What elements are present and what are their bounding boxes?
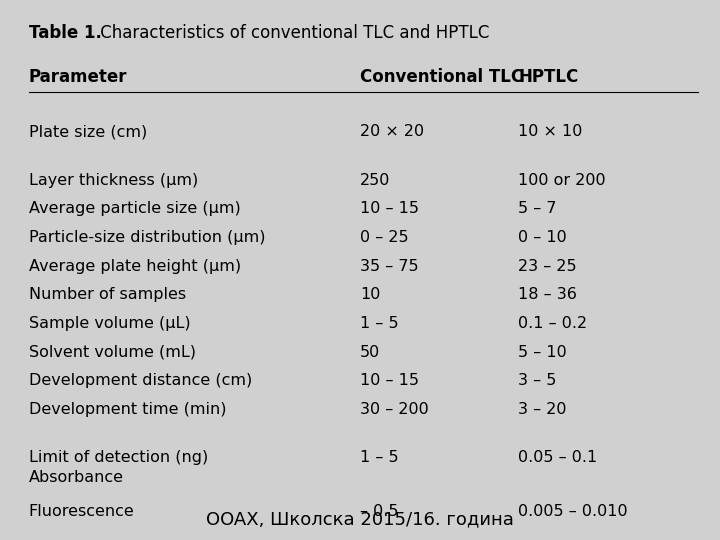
Text: Particle-size distribution (μm): Particle-size distribution (μm) (29, 230, 265, 245)
Text: 5 – 10: 5 – 10 (518, 345, 567, 360)
Text: 0 – 10: 0 – 10 (518, 230, 567, 245)
Text: Average particle size (μm): Average particle size (μm) (29, 201, 240, 217)
Text: 0 – 25: 0 – 25 (360, 230, 409, 245)
Text: 10 – 15: 10 – 15 (360, 373, 419, 388)
Text: 250: 250 (360, 173, 390, 188)
Text: 1 – 5: 1 – 5 (360, 316, 399, 331)
Text: 50: 50 (360, 345, 380, 360)
Text: OOAX, Школска 2015/16. година: OOAX, Школска 2015/16. година (206, 510, 514, 528)
Text: 10: 10 (360, 287, 380, 302)
Text: – 0.5: – 0.5 (360, 504, 398, 519)
Text: 3 – 5: 3 – 5 (518, 373, 557, 388)
Text: 23 – 25: 23 – 25 (518, 259, 577, 274)
Text: Number of samples: Number of samples (29, 287, 186, 302)
Text: Conventional TLC: Conventional TLC (360, 68, 523, 85)
Text: 3 – 20: 3 – 20 (518, 402, 567, 417)
Text: Development distance (cm): Development distance (cm) (29, 373, 252, 388)
Text: Layer thickness (μm): Layer thickness (μm) (29, 173, 198, 188)
Text: 100 or 200: 100 or 200 (518, 173, 606, 188)
Text: Plate size (cm): Plate size (cm) (29, 124, 147, 139)
Text: 18 – 36: 18 – 36 (518, 287, 577, 302)
Text: Limit of detection (ng)
Absorbance: Limit of detection (ng) Absorbance (29, 450, 208, 485)
Text: HPTLC: HPTLC (518, 68, 579, 85)
Text: Characteristics of conventional TLC and HPTLC: Characteristics of conventional TLC and … (95, 24, 490, 42)
Text: 1 – 5: 1 – 5 (360, 450, 399, 465)
Text: Fluorescence: Fluorescence (29, 504, 135, 519)
Text: 10 – 15: 10 – 15 (360, 201, 419, 217)
Text: 0.005 – 0.010: 0.005 – 0.010 (518, 504, 628, 519)
Text: Development time (min): Development time (min) (29, 402, 226, 417)
Text: Parameter: Parameter (29, 68, 127, 85)
Text: 0.1 – 0.2: 0.1 – 0.2 (518, 316, 588, 331)
Text: 0.05 – 0.1: 0.05 – 0.1 (518, 450, 598, 465)
Text: 30 – 200: 30 – 200 (360, 402, 428, 417)
Text: 20 × 20: 20 × 20 (360, 124, 424, 139)
Text: Average plate height (μm): Average plate height (μm) (29, 259, 241, 274)
Text: Sample volume (μL): Sample volume (μL) (29, 316, 190, 331)
Text: 35 – 75: 35 – 75 (360, 259, 418, 274)
Text: 5 – 7: 5 – 7 (518, 201, 557, 217)
Text: Table 1.: Table 1. (29, 24, 102, 42)
Text: 10 × 10: 10 × 10 (518, 124, 582, 139)
Text: Solvent volume (mL): Solvent volume (mL) (29, 345, 196, 360)
